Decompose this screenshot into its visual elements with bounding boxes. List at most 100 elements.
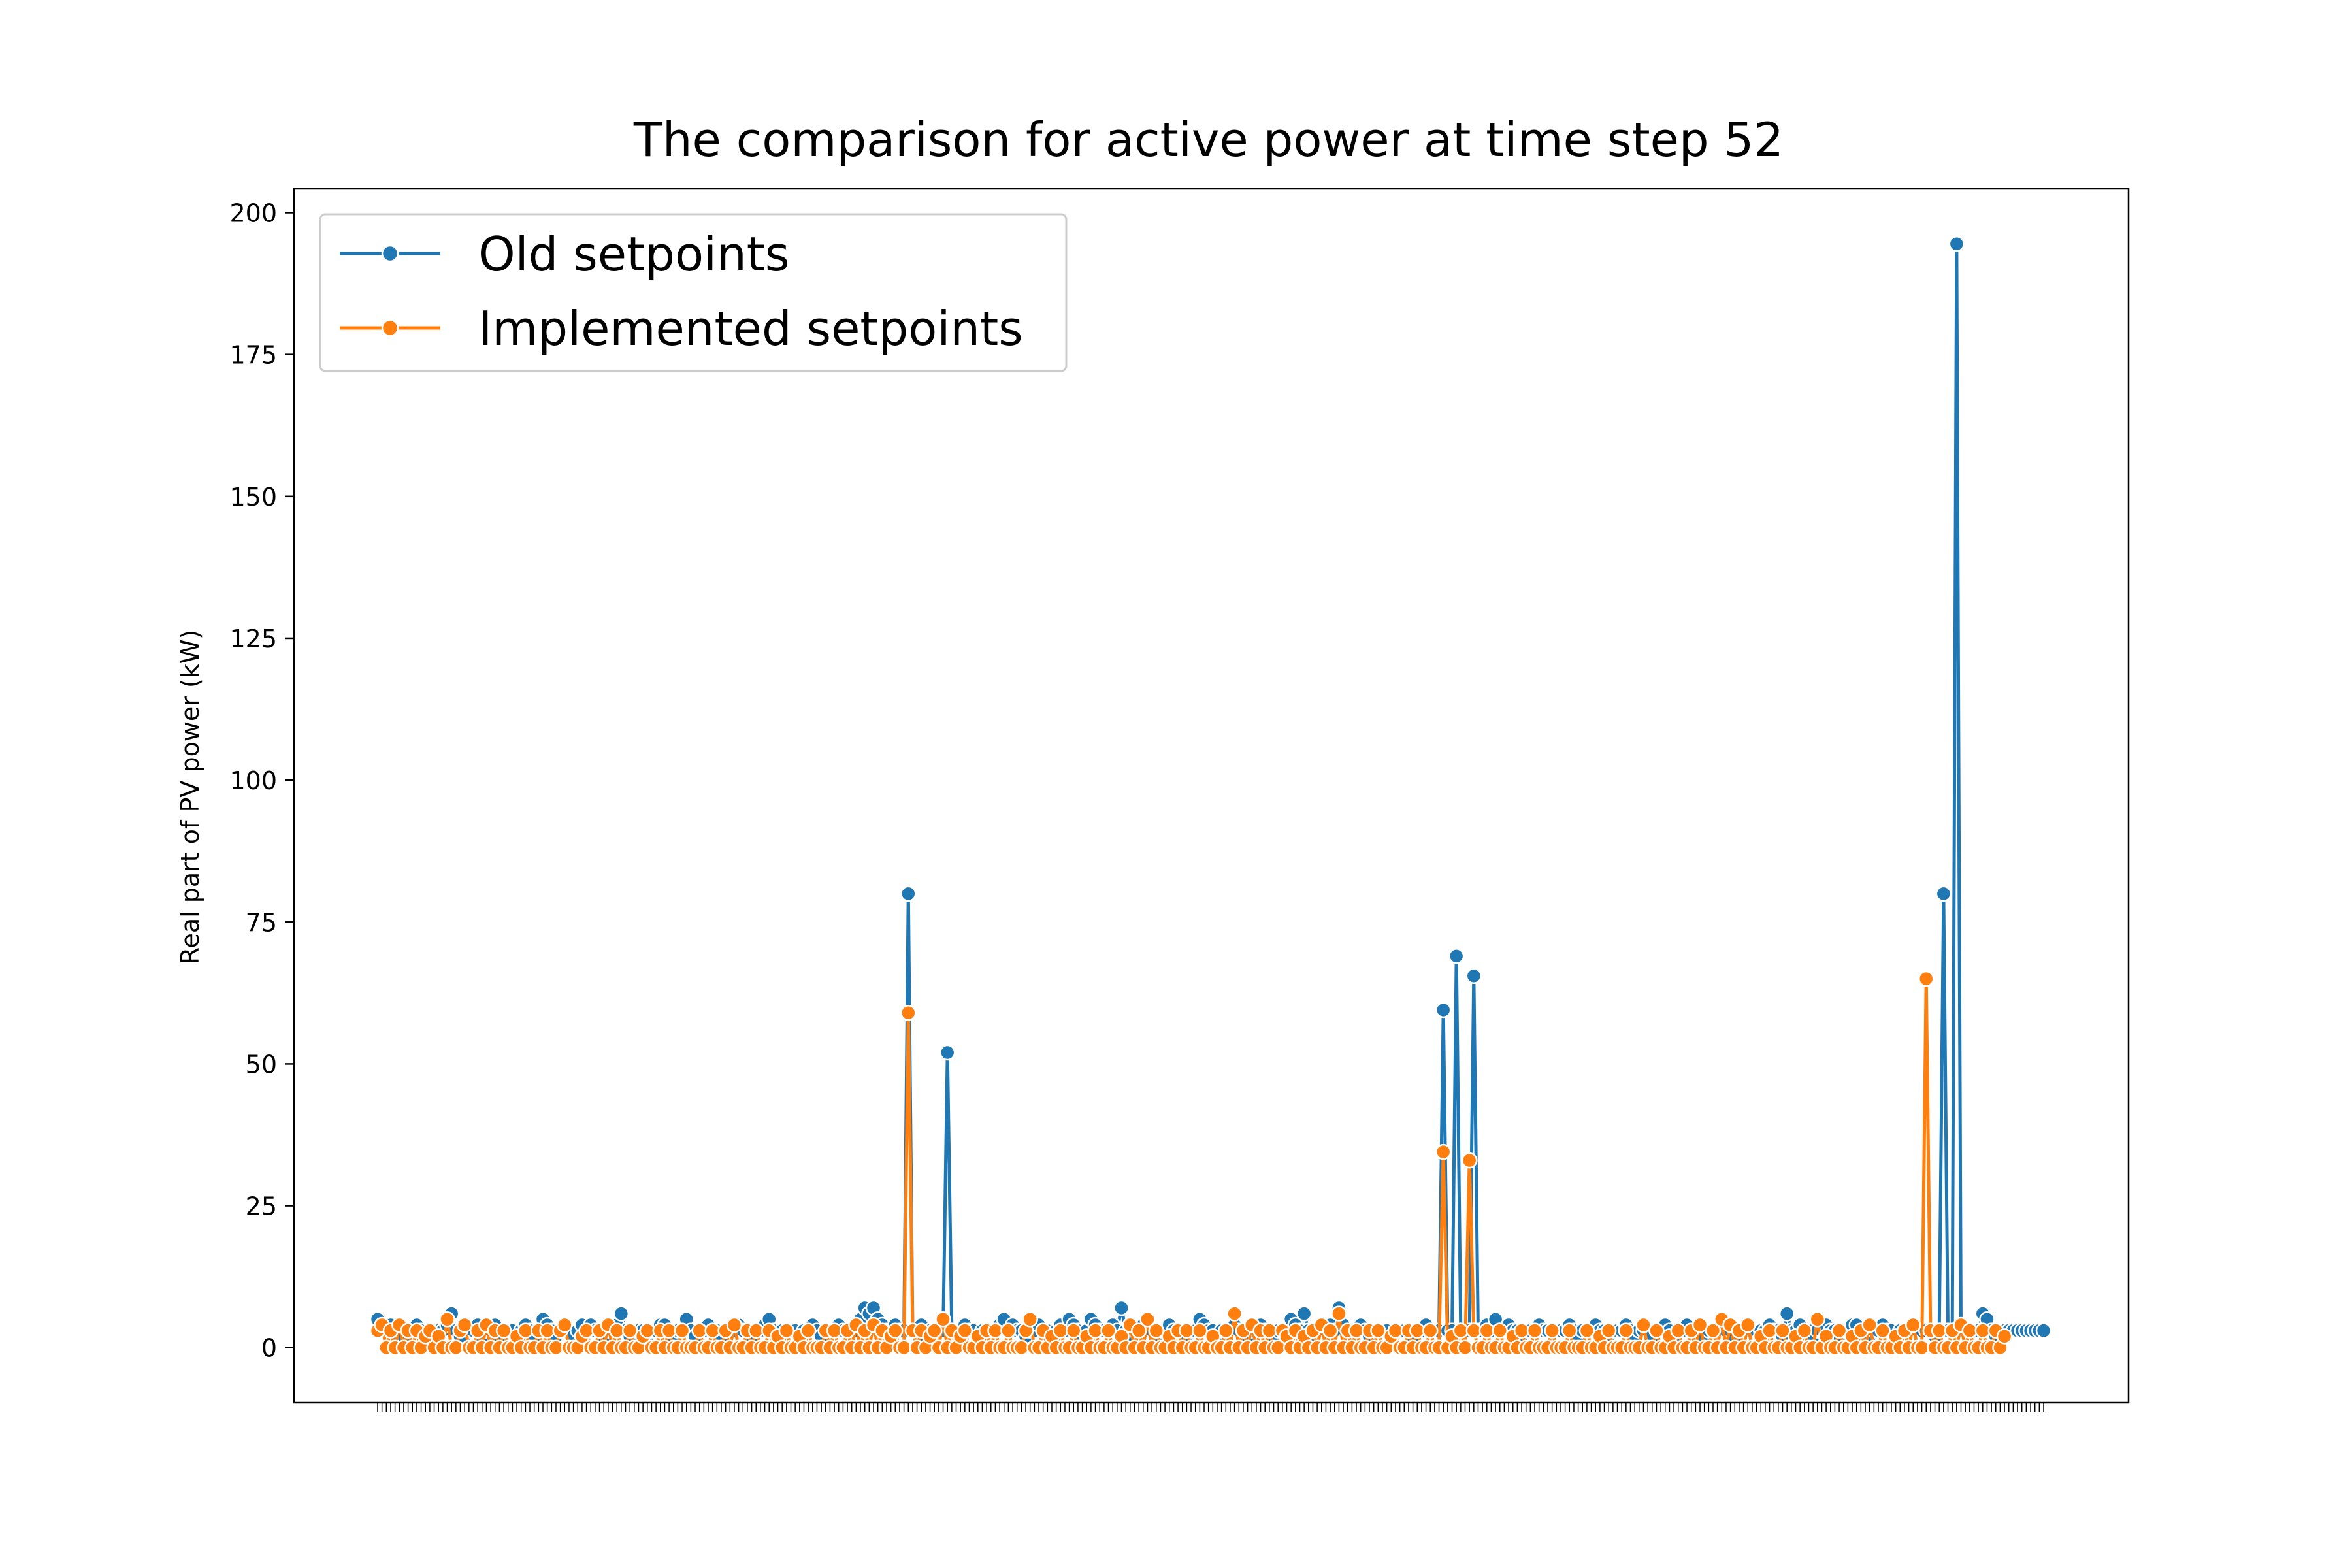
data-point (1435, 1143, 1452, 1160)
data-point (1635, 1316, 1652, 1333)
y-tick-label: 50 (246, 1050, 277, 1079)
legend-marker (381, 244, 399, 263)
y-tick-label: 25 (246, 1192, 277, 1221)
data-point (1022, 1311, 1038, 1328)
data-point (1761, 1322, 1778, 1339)
data-point (887, 1322, 904, 1339)
data-point (1513, 1322, 1530, 1339)
data-point (613, 1305, 630, 1322)
data-point (1130, 1322, 1147, 1339)
data-point (547, 1339, 564, 1356)
legend-label: Old setpoints (478, 227, 789, 282)
data-point (1261, 1322, 1278, 1339)
data-point (826, 1322, 843, 1339)
data-point (1465, 968, 1482, 985)
legend-label: Implemented setpoints (478, 301, 1023, 356)
data-point (1452, 1322, 1469, 1339)
data-point (1618, 1322, 1635, 1339)
legend-item-old: Old setpoints (340, 227, 789, 282)
data-point (1778, 1305, 1795, 1322)
data-point (691, 1322, 708, 1339)
data-point (778, 1322, 795, 1339)
data-point (448, 1339, 465, 1356)
legend: Old setpoints Implemented setpoints (319, 213, 1068, 372)
data-point (939, 1044, 956, 1061)
data-point (800, 1322, 817, 1339)
data-point (1461, 1152, 1478, 1169)
data-point (1600, 1322, 1617, 1339)
data-point (1492, 1322, 1508, 1339)
data-point (539, 1322, 555, 1339)
legend-item-implemented: Implemented setpoints (340, 301, 1023, 356)
data-point (987, 1322, 1004, 1339)
data-point (1192, 1322, 1208, 1339)
data-point (1935, 885, 1952, 902)
data-point (1561, 1322, 1578, 1339)
y-tick-label: 0 (261, 1334, 277, 1363)
data-point (1139, 1311, 1156, 1328)
data-point (1974, 1322, 1991, 1339)
data-point (1905, 1316, 1921, 1333)
data-point (1648, 1322, 1665, 1339)
data-point (1370, 1322, 1386, 1339)
data-point (926, 1322, 943, 1339)
plot-area (293, 188, 2130, 1404)
data-point (2035, 1322, 2052, 1339)
data-point (1331, 1305, 1347, 1322)
data-point (1148, 1322, 1165, 1339)
data-point (747, 1322, 764, 1339)
data-point (1478, 1322, 1495, 1339)
data-point (621, 1322, 638, 1339)
chart-title: The comparison for active power at time … (633, 112, 1784, 167)
data-point (896, 1339, 912, 1356)
data-point (1809, 1311, 1826, 1328)
x-axis (377, 1403, 2044, 1412)
data-point (1948, 236, 1965, 252)
data-point (1322, 1322, 1339, 1339)
data-point (1465, 1322, 1482, 1339)
data-point (1740, 1316, 1756, 1333)
data-point (456, 1316, 473, 1333)
data-point (1066, 1322, 1082, 1339)
data-point (557, 1316, 573, 1333)
data-point (1179, 1322, 1195, 1339)
series-layer (369, 236, 2052, 1356)
data-point (1874, 1322, 1891, 1339)
series-implemented (369, 970, 2013, 1356)
data-point (1861, 1316, 1878, 1333)
data-point (1691, 1316, 1708, 1333)
data-point (1705, 1322, 1722, 1339)
legend-entries: Old setpoints Implemented setpoints (340, 227, 1023, 356)
data-point (935, 1311, 951, 1328)
data-point (661, 1322, 678, 1339)
data-point (1087, 1322, 1103, 1339)
data-point (1796, 1322, 1813, 1339)
data-point (1457, 1339, 1473, 1356)
data-point (608, 1322, 625, 1339)
data-point (1000, 1322, 1017, 1339)
data-point (1013, 1339, 1030, 1356)
y-axis: 0 25 50 75 100 125 150 175 200 (229, 199, 294, 1363)
data-point (1526, 1322, 1543, 1339)
data-point (726, 1316, 743, 1333)
data-point (704, 1322, 721, 1339)
data-point (1296, 1305, 1313, 1322)
data-point (900, 885, 917, 902)
data-point (439, 1311, 455, 1328)
data-point (1218, 1322, 1234, 1339)
legend-frame (319, 213, 1068, 372)
data-point (1448, 948, 1465, 964)
data-point (956, 1322, 973, 1339)
data-point (1931, 1322, 1948, 1339)
data-point (1113, 1299, 1130, 1316)
data-point (639, 1322, 656, 1339)
data-point (517, 1322, 534, 1339)
y-tick-label: 175 (229, 341, 277, 370)
y-axis-label: Real part of PV power (kW) (176, 630, 204, 964)
data-point (1578, 1322, 1595, 1339)
data-point (1996, 1328, 2013, 1345)
data-point (1387, 1322, 1404, 1339)
data-point (674, 1322, 691, 1339)
data-point (1422, 1322, 1439, 1339)
